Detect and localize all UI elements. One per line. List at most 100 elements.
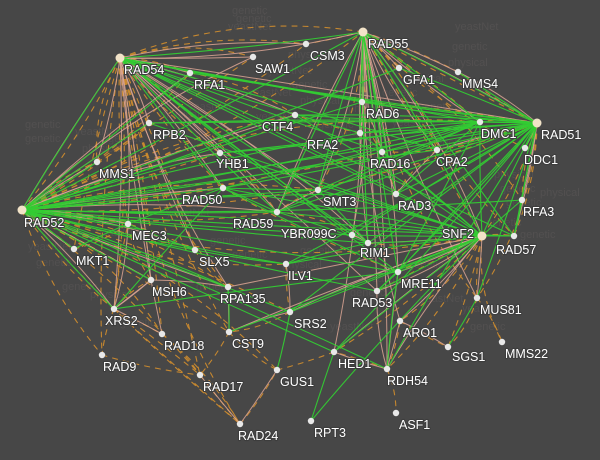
yeastnet-edge xyxy=(317,121,481,191)
graph-node-aro1[interactable] xyxy=(396,317,404,325)
physical-edge xyxy=(21,56,254,211)
node-label-rad57: RAD57 xyxy=(496,243,536,257)
genetic-edge xyxy=(276,211,369,244)
graph-node-cst9[interactable] xyxy=(225,328,233,336)
genetic-edge xyxy=(101,308,115,356)
graph-node-mms22[interactable] xyxy=(498,338,506,346)
graph-node-rim1[interactable] xyxy=(364,239,372,247)
genetic-edge xyxy=(222,187,399,273)
graph-node-rad51[interactable] xyxy=(532,118,542,128)
graph-node-gus1[interactable] xyxy=(273,366,281,374)
graph-node-ybr099c[interactable] xyxy=(348,231,356,239)
graph-node-rfa3[interactable] xyxy=(518,196,526,204)
graph-node-saw1[interactable] xyxy=(249,53,257,61)
node-label-rad59: RAD59 xyxy=(233,217,273,231)
genetic-edge xyxy=(96,57,121,163)
graph-node-rad18[interactable] xyxy=(158,330,166,338)
graph-node-rad16[interactable] xyxy=(378,148,386,156)
graph-node-sgs1[interactable] xyxy=(444,343,452,351)
yeastnet-edge xyxy=(476,122,538,299)
yeastnet-edge xyxy=(310,235,483,422)
graph-node-rpa135[interactable] xyxy=(224,283,232,291)
graph-node-rad17[interactable] xyxy=(196,371,204,379)
graph-node-rad52[interactable] xyxy=(17,205,27,215)
genetic-edge xyxy=(119,57,229,288)
graph-node-mus81[interactable] xyxy=(473,294,481,302)
graph-node-rad57[interactable] xyxy=(510,232,518,240)
graph-node-rpt3[interactable] xyxy=(307,417,315,425)
yeastnet-edge xyxy=(222,187,483,237)
genetic-edge xyxy=(119,57,230,333)
watermark-text: genetic xyxy=(382,87,418,99)
yeastnet-edge xyxy=(294,114,538,124)
graph-node-ilv1[interactable] xyxy=(282,260,290,268)
genetic-edge xyxy=(476,297,503,343)
graph-node-snf2[interactable] xyxy=(477,231,487,241)
yeastnet-edge xyxy=(119,31,364,59)
genetic-edge xyxy=(399,235,483,322)
graph-node-rfa1[interactable] xyxy=(186,69,194,77)
graph-node-yhb1[interactable] xyxy=(216,149,224,157)
graph-node-rad9[interactable] xyxy=(98,351,106,359)
graph-node-mec3[interactable] xyxy=(124,220,132,228)
graph-node-smt3[interactable] xyxy=(314,186,322,194)
graph-node-rad3[interactable] xyxy=(392,190,400,198)
yeastnet-edge xyxy=(21,209,515,237)
yeastnet-edge xyxy=(21,67,400,211)
graph-node-mms4[interactable] xyxy=(454,68,462,76)
graph-node-rad50[interactable] xyxy=(219,184,227,192)
graph-node-rad24[interactable] xyxy=(236,420,244,428)
graph-node-csm3[interactable] xyxy=(302,40,310,48)
graph-node-gfa1[interactable] xyxy=(395,64,403,72)
graph-node-rad53[interactable] xyxy=(373,287,381,295)
graph-node-rdh54[interactable] xyxy=(383,365,391,373)
yeastnet-edge xyxy=(362,31,397,195)
yeastnet-edge xyxy=(119,57,319,191)
yeastnet-edge xyxy=(21,72,191,211)
yeastnet-edge xyxy=(317,31,364,191)
watermark-text: genetic xyxy=(520,229,556,241)
graph-node-ddc1[interactable] xyxy=(521,144,529,152)
node-label-aro1: ARO1 xyxy=(403,326,437,340)
graph-node-rpb2[interactable] xyxy=(145,119,153,127)
graph-node-dmc1[interactable] xyxy=(476,118,484,126)
graph-node-xrs2[interactable] xyxy=(110,305,118,313)
yeastnet-edge xyxy=(21,209,229,288)
graph-node-rfa2[interactable] xyxy=(356,129,364,137)
physical-edge xyxy=(362,31,459,73)
watermark-text: genetic xyxy=(210,235,246,247)
graph-node-rad54[interactable] xyxy=(115,53,125,63)
watermark-text: physical xyxy=(288,49,328,61)
graph-node-rad55[interactable] xyxy=(358,27,368,37)
graph-node-rad59[interactable] xyxy=(273,208,281,216)
yeastnet-edge xyxy=(119,57,438,151)
yeastnet-edge xyxy=(376,235,483,292)
watermark-text: yeastNet xyxy=(228,21,271,33)
graph-node-msh6[interactable] xyxy=(147,276,155,284)
graph-node-ctf4[interactable] xyxy=(291,111,299,119)
yeastnet-edge xyxy=(113,187,224,310)
graph-node-cpa2[interactable] xyxy=(433,146,441,154)
graph-node-rad6[interactable] xyxy=(358,98,366,106)
node-label-rad6: RAD6 xyxy=(366,107,399,121)
graph-node-hed1[interactable] xyxy=(330,348,338,356)
watermark-text: physical xyxy=(540,187,580,199)
physical-edge xyxy=(399,235,483,322)
graph-node-mre11[interactable] xyxy=(394,268,402,276)
yeastnet-edge xyxy=(285,242,369,265)
node-label-rad55: RAD55 xyxy=(368,37,408,51)
graph-node-srs2[interactable] xyxy=(286,308,294,316)
graph-node-mms1[interactable] xyxy=(93,158,101,166)
graph-node-slx5[interactable] xyxy=(191,246,199,254)
graph-node-asf1[interactable] xyxy=(392,409,400,417)
genetic-edge xyxy=(113,223,129,310)
yeastnet-edge xyxy=(219,152,483,237)
yeastnet-edge-layer xyxy=(21,31,538,422)
node-layer[interactable] xyxy=(17,27,542,428)
yeastnet-edge xyxy=(21,121,481,211)
graph-node-mkt1[interactable] xyxy=(70,245,78,253)
genetic-edge xyxy=(447,235,483,348)
genetic-edge xyxy=(285,263,291,313)
